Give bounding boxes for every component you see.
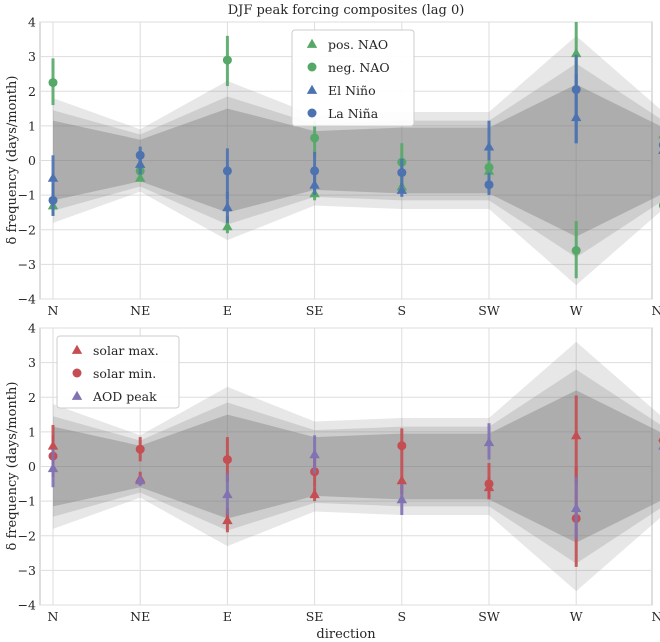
top-point <box>483 141 495 151</box>
top-point <box>397 168 407 178</box>
top-band-outer <box>53 35 660 286</box>
top-legend-label: pos. NAO <box>328 37 388 52</box>
bottom-ytick-label: −2 <box>18 528 36 543</box>
bottom-ytick-label: 0 <box>28 459 36 474</box>
bottom-point <box>47 463 59 473</box>
bottom-ytick-label: 1 <box>28 424 36 439</box>
top-ytick-label: 1 <box>28 118 36 133</box>
panel-top-nao-enso: −4 −3 −2 −1 0 1 2 3 4 N NE E SE S SW W NW pos. NAO neg. NA… <box>18 15 660 318</box>
bottom-band-inner <box>53 390 660 543</box>
top-point <box>484 180 494 190</box>
bottom-point <box>309 489 320 499</box>
bottom-ytick-label: 3 <box>28 355 36 370</box>
top-ytick-label: 0 <box>28 153 36 168</box>
top-xtick-label: E <box>223 303 232 318</box>
bottom-xtick-label: W <box>570 609 583 624</box>
bottom-point <box>396 494 407 504</box>
bottom-point <box>571 430 582 440</box>
top-legend-marker <box>307 108 317 118</box>
bottom-point <box>135 475 146 485</box>
bottom-legend-marker <box>71 390 83 400</box>
bottom-ytick-label: −4 <box>18 598 36 613</box>
top-band-inner <box>53 84 660 237</box>
top-ytick-label: −1 <box>18 188 36 203</box>
top-xtick-label: SW <box>478 303 500 318</box>
bottom-ytick-label: −1 <box>18 494 36 509</box>
bottom-xtick-label: SE <box>306 609 324 624</box>
top-legend-label: El Niño <box>328 83 376 98</box>
top-ytick-label: −4 <box>18 292 36 307</box>
bottom-band-middle <box>53 369 660 564</box>
top-point <box>135 150 145 160</box>
top-point <box>310 133 320 143</box>
top-ytick-label: 2 <box>28 84 36 99</box>
bottom-ytick-label: 4 <box>28 321 36 336</box>
top-ytick-label: 3 <box>28 49 36 64</box>
top-xtick-label: NE <box>130 303 150 318</box>
x-axis-label: direction <box>316 627 376 642</box>
top-ytick-label: 4 <box>28 15 36 30</box>
bottom-point <box>222 489 233 499</box>
top-point <box>222 55 232 65</box>
top-xtick-label: S <box>398 303 407 318</box>
top-legend-marker <box>306 84 318 94</box>
bottom-legend-box <box>56 335 180 409</box>
top-xtick-label: N <box>48 303 59 318</box>
top-point <box>222 221 233 231</box>
bottom-xtick-label: N <box>48 609 59 624</box>
top-point <box>310 166 320 176</box>
bottom-ytick-label: 2 <box>28 390 36 405</box>
bottom-legend-label: solar max. <box>93 343 159 358</box>
top-point <box>222 202 233 212</box>
bottom-point <box>484 479 494 489</box>
bottom-xtick-label: S <box>398 609 407 624</box>
top-ytick-label: −3 <box>18 257 36 272</box>
bottom-xtick-label: SW <box>478 609 500 624</box>
top-point <box>47 172 59 182</box>
top-point <box>571 246 581 256</box>
bottom-point <box>222 514 233 525</box>
top-point <box>48 78 58 88</box>
top-xtick-label: W <box>570 303 583 318</box>
bottom-point <box>222 455 232 465</box>
top-point <box>571 85 581 95</box>
top-xtick-label: SE <box>306 303 324 318</box>
top-legend-marker <box>306 38 318 48</box>
top-point <box>571 47 582 58</box>
y-axis-label-top: δ frequency (days/month) <box>5 76 20 245</box>
top-legend-label: neg. NAO <box>328 60 390 75</box>
bottom-legend-label: solar min. <box>93 366 156 381</box>
bottom-legend-marker <box>72 368 82 378</box>
top-xtick-label: NW <box>652 303 660 318</box>
bottom-xtick-label: NW <box>652 609 660 624</box>
bottom-ytick-label: −3 <box>18 563 36 578</box>
bottom-band-outer <box>53 341 660 592</box>
bottom-xtick-label: E <box>223 609 232 624</box>
top-legend-label: La Niña <box>328 106 379 121</box>
y-axis-label-bottom: δ frequency (days/month) <box>5 382 20 551</box>
panel-bottom-solar-aod: −4 −3 −2 −1 0 1 2 3 4 N NE E SE S SW W NW solar max. solar… <box>18 321 660 624</box>
top-legend-box <box>291 29 415 127</box>
bottom-point <box>397 441 407 451</box>
top-point <box>396 184 407 194</box>
top-band-middle <box>53 63 660 258</box>
top-point <box>48 195 58 205</box>
top-ytick-label: −2 <box>18 222 36 237</box>
bottom-legend-marker <box>71 344 83 354</box>
bottom-point <box>483 437 495 447</box>
bottom-legend-label: AOD peak <box>92 389 157 404</box>
top-legend-marker <box>307 62 317 72</box>
bottom-point <box>396 475 407 485</box>
figure-title: DJF peak forcing composites (lag 0) <box>228 3 465 18</box>
bottom-point <box>571 502 582 512</box>
top-point <box>222 166 232 176</box>
bottom-point <box>309 449 320 459</box>
bottom-xtick-label: NE <box>130 609 150 624</box>
top-point <box>484 162 494 172</box>
bottom-point <box>135 444 145 454</box>
